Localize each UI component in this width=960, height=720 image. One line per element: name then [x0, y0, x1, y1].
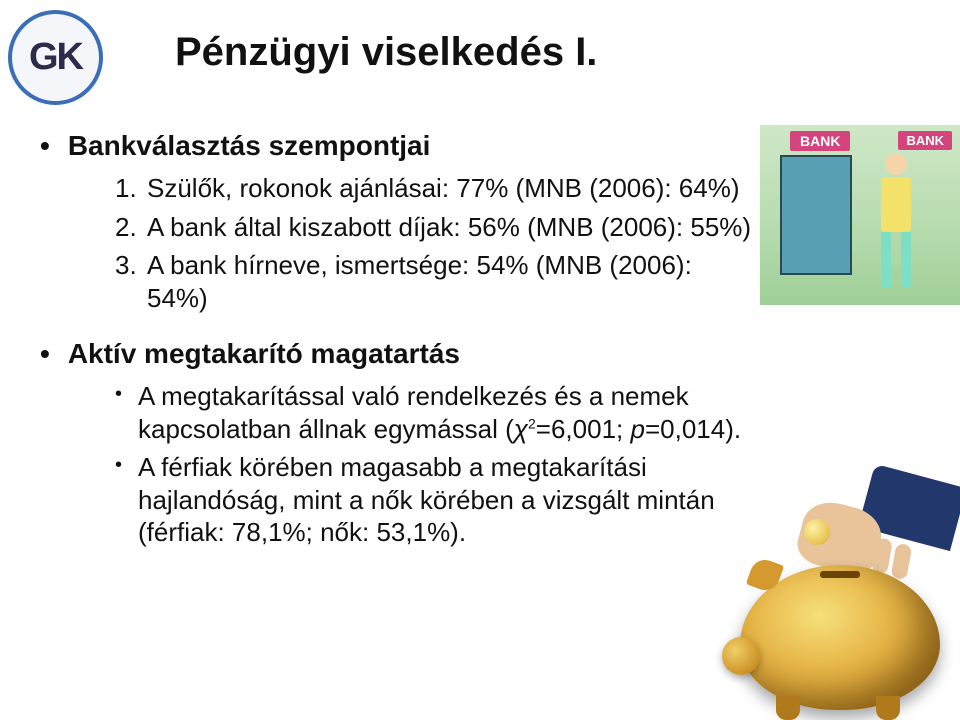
list-text: A bank által kiszabott díjak: 56% (MNB (…: [147, 211, 751, 244]
coin-icon: [804, 519, 830, 545]
list-item: 2. A bank által kiszabott díjak: 56% (MN…: [115, 211, 755, 244]
list-text: A bank hírneve, ismertsége: 54% (MNB (20…: [147, 249, 755, 314]
list-number: 3.: [115, 249, 147, 282]
chi-symbol: χ: [514, 414, 528, 444]
page-title: Pénzügyi viselkedés I.: [175, 30, 597, 75]
person-body: [881, 177, 911, 232]
section2-heading-text: Aktív megtakarító magatartás: [68, 338, 460, 370]
piggy-snout: [722, 637, 760, 675]
logo-text: GK: [29, 36, 82, 79]
logo: GK: [8, 10, 103, 105]
chi-value: =6,001;: [536, 414, 631, 444]
bank-sign-2: BANK: [898, 131, 952, 150]
person-head: [885, 153, 907, 175]
list-number: 2.: [115, 211, 147, 244]
person-leg: [881, 232, 891, 287]
list-item: 3. A bank hírneve, ismertsége: 54% (MNB …: [115, 249, 755, 314]
list-item: A férfiak körében magasabb a megtakarítá…: [115, 451, 755, 549]
bank-illustration: BANK BANK: [760, 125, 960, 305]
piggy-slot: [820, 571, 860, 578]
p-label: p: [630, 414, 644, 444]
bank-person: [872, 153, 920, 293]
piggy-leg: [776, 696, 800, 720]
bank-sign: BANK: [790, 131, 850, 151]
piggy-leg: [876, 696, 900, 720]
list-text: Szülők, rokonok ajánlásai: 77% (MNB (200…: [147, 172, 740, 205]
list-number: 1.: [115, 172, 147, 205]
list-item: A megtakarítással való rendelkezés és a …: [115, 380, 755, 445]
person-legs: [881, 232, 911, 287]
piggy-bank-illustration: [700, 525, 960, 720]
person-leg: [901, 232, 911, 287]
p-value: =0,014).: [645, 414, 741, 444]
list-text: A megtakarítással való rendelkezés és a …: [138, 380, 755, 445]
chi-sup: 2: [528, 415, 536, 431]
section2-heading: Aktív megtakarító magatartás: [40, 338, 920, 370]
list-item: 1. Szülők, rokonok ajánlásai: 77% (MNB (…: [115, 172, 755, 205]
bank-door: [780, 155, 852, 275]
section1-heading-text: Bankválasztás szempontjai: [68, 130, 431, 162]
list-text: A férfiak körében magasabb a megtakarítá…: [138, 451, 755, 549]
